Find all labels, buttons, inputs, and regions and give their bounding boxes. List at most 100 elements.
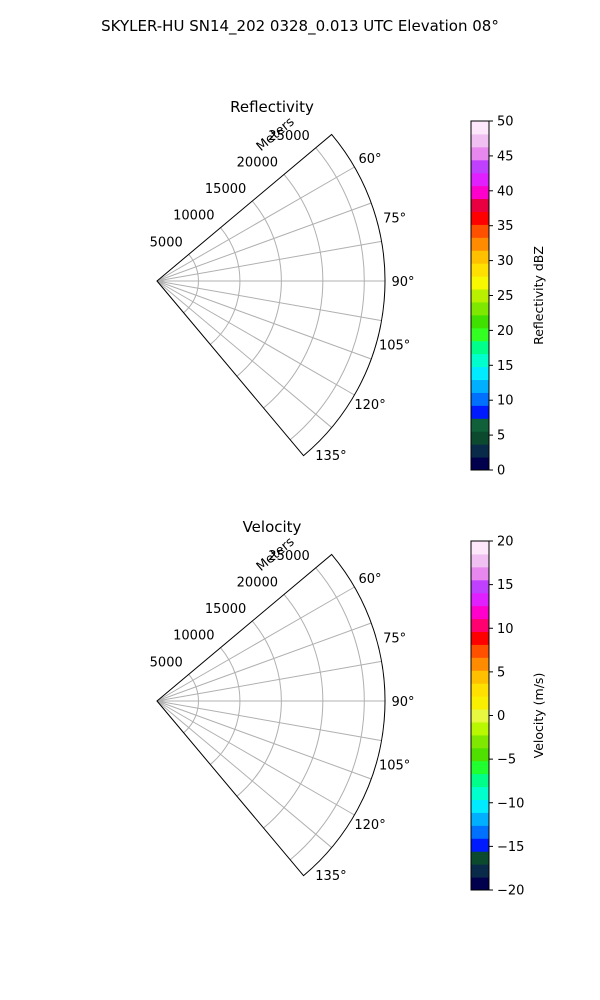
colorbar-segment xyxy=(471,631,489,645)
colorbar-segment xyxy=(471,418,489,432)
azimuth-gridline xyxy=(156,240,382,282)
r-tick-label: 10000 xyxy=(173,209,214,224)
colorbar-tick-label: 45 xyxy=(497,149,514,164)
range-ring xyxy=(236,620,282,797)
range-ring xyxy=(263,594,324,829)
colorbar-segment xyxy=(471,851,489,865)
theta-tick-label: 120° xyxy=(354,818,385,833)
colorbar-segment xyxy=(471,799,489,813)
colorbar-tick-label: 5 xyxy=(497,429,505,444)
colorbar-segment xyxy=(471,146,489,161)
theta-tick-label: 105° xyxy=(379,759,410,774)
azimuth-gridline xyxy=(156,700,382,742)
colorbar-tick-label: 30 xyxy=(497,254,514,269)
reflectivity-panel: Reflectivity 5000 10000 15000 20000 25000 60°… xyxy=(150,98,546,479)
velocity-panel: Velocity 5000 10000 15000 20000 25000 60° 75° 9… xyxy=(150,518,546,899)
colorbar-tick-label: −15 xyxy=(497,840,524,855)
theta-tick-label: 135° xyxy=(315,869,346,884)
azimuth-gridline xyxy=(156,700,332,848)
colorbar-tick-label: 50 xyxy=(497,115,514,130)
colorbar-segment xyxy=(471,457,489,471)
colorbar-segment xyxy=(471,379,489,393)
theta-tick-label: 120° xyxy=(354,398,385,413)
colorbar-tick-label: 0 xyxy=(497,464,505,479)
colorbar-segment xyxy=(471,644,489,658)
azimuth-gridline xyxy=(156,280,382,322)
velocity-sector: 5000 10000 15000 20000 25000 60° 75° 90° 105° 120… xyxy=(150,535,415,884)
r-tick-label: 25000 xyxy=(268,549,309,564)
colorbar-segment xyxy=(471,340,489,355)
colorbar-tick-label: 15 xyxy=(497,578,514,593)
colorbar-segment xyxy=(471,864,489,878)
colorbar-segment xyxy=(471,786,489,801)
colorbar-segment xyxy=(471,353,489,368)
colorbar-tick-label: 20 xyxy=(497,324,514,339)
azimuth-gridline xyxy=(156,586,355,702)
colorbar-segment xyxy=(471,263,489,277)
colorbar-segment xyxy=(471,224,489,238)
reflectivity-sector: 5000 10000 15000 20000 25000 60° 75° 90° 105° 120… xyxy=(150,115,415,464)
sector-frame xyxy=(156,133,386,457)
colorbar-segment xyxy=(471,185,489,200)
range-ring xyxy=(263,174,324,409)
r-tick-label: 5000 xyxy=(150,655,183,670)
azimuth-gridline xyxy=(156,700,372,780)
colorbar-segment xyxy=(471,314,489,329)
azimuth-gridline xyxy=(156,166,355,282)
colorbar-segment xyxy=(471,301,489,316)
r-tick-label: 25000 xyxy=(268,129,309,144)
colorbar-segment xyxy=(471,734,489,749)
colorbar-segment xyxy=(471,444,489,458)
azimuth-gridline xyxy=(156,660,382,702)
colorbar-segment xyxy=(471,553,489,568)
colorbar-tick-label: 10 xyxy=(497,622,514,637)
velocity-colorbar: −20 −15 −10 −5 0 5 10 15 20 Velocity (m/s) xyxy=(470,535,546,899)
colorbar-segment xyxy=(471,250,489,264)
colorbar-segment xyxy=(471,721,489,736)
theta-tick-label: 75° xyxy=(383,211,406,226)
colorbar-segment xyxy=(471,541,489,555)
theta-tick-label: 60° xyxy=(359,152,382,167)
theta-tick-label: 90° xyxy=(391,275,414,290)
figure-title: SKYLER-HU SN14_202 0328_0.013 UTC Elevat… xyxy=(101,17,499,36)
colorbar-segment xyxy=(471,747,489,762)
colorbar-segment xyxy=(471,838,489,852)
colorbar-segment xyxy=(471,405,489,419)
colorbar-segment xyxy=(471,592,489,607)
colorbar-label: Velocity (m/s) xyxy=(531,673,546,759)
colorbar-segment xyxy=(471,877,489,891)
colorbar-segment xyxy=(471,276,489,290)
theta-tick-label: 60° xyxy=(359,572,382,587)
range-ring xyxy=(236,200,282,377)
azimuth-gridline xyxy=(156,622,372,702)
colorbar-tick-label: 40 xyxy=(497,184,514,199)
range-ring xyxy=(289,567,365,861)
colorbar-segment xyxy=(471,812,489,826)
colorbar-segment xyxy=(471,825,489,839)
r-tick-label: 10000 xyxy=(173,629,214,644)
colorbar-segment xyxy=(471,709,489,723)
colorbar-segment xyxy=(471,760,489,775)
colorbar-label: Reflectivity dBZ xyxy=(531,246,546,345)
colorbar-tick-label: −5 xyxy=(497,753,516,768)
colorbar-segment xyxy=(471,696,489,710)
colorbar-segment xyxy=(471,605,489,620)
colorbar-tick-label: 0 xyxy=(497,709,505,724)
colorbar-tick-label: 5 xyxy=(497,665,505,680)
colorbar-segment xyxy=(471,133,489,148)
azimuth-gridline xyxy=(156,280,372,360)
colorbar-segment xyxy=(471,683,489,697)
r-tick-label: 15000 xyxy=(205,182,246,197)
colorbar-segment xyxy=(471,198,489,212)
r-tick-label: 15000 xyxy=(205,602,246,617)
sector-frame xyxy=(156,553,386,877)
theta-tick-label: 135° xyxy=(315,449,346,464)
reflectivity-colorbar: 0 5 10 15 20 25 30 35 40 45 50 Reflectivity dBZ xyxy=(470,115,546,479)
colorbar-segment xyxy=(471,172,489,187)
theta-tick-label: 105° xyxy=(379,339,410,354)
colorbar-segment xyxy=(471,121,489,135)
colorbar-segment xyxy=(471,289,489,303)
azimuth-gridline xyxy=(156,280,332,428)
colorbar-segment xyxy=(471,566,489,581)
